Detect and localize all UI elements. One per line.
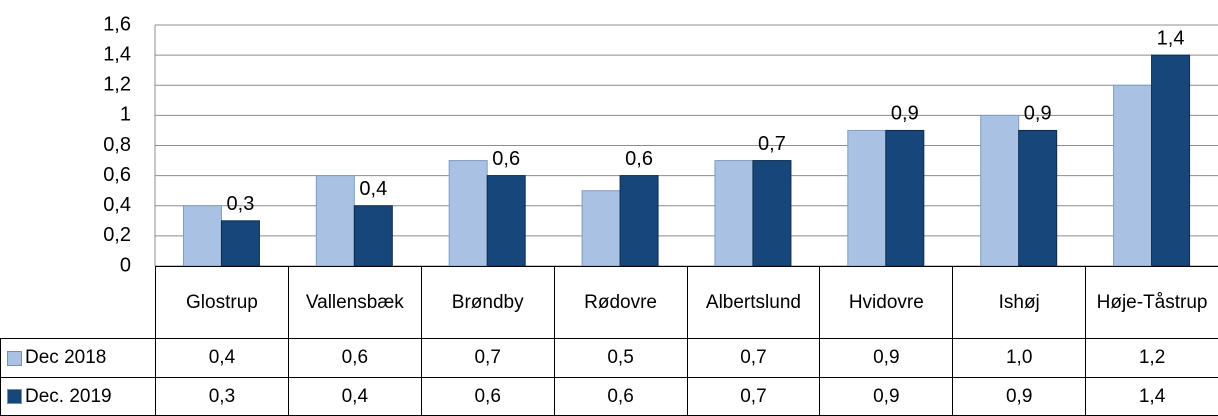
bar <box>714 160 754 267</box>
table-value: 0,7 <box>686 338 821 378</box>
y-tick-label: 0,6 <box>103 164 131 186</box>
x-tick-label: Albertslund <box>686 266 821 339</box>
table-value: 0,9 <box>819 377 954 416</box>
bar <box>752 160 792 267</box>
x-tick-label: Høje-Tåstrup <box>1085 266 1218 339</box>
y-tick-label: 0,4 <box>103 194 131 216</box>
table-value: 1,2 <box>1085 338 1218 378</box>
table-value: 0,9 <box>819 338 954 378</box>
table-value: 0,9 <box>952 377 1087 416</box>
table-value: 0,6 <box>553 377 688 416</box>
table-value: 0,5 <box>553 338 688 378</box>
data-label: 0,6 <box>625 148 653 170</box>
bar <box>619 175 659 267</box>
table-value: 0,7 <box>686 377 821 416</box>
bar <box>448 160 488 267</box>
bar <box>353 205 393 267</box>
x-tick-label: Glostrup <box>155 266 289 339</box>
data-label: 0,6 <box>492 148 520 170</box>
x-tick-label: Brøndby <box>420 266 555 339</box>
bar <box>486 175 526 267</box>
bar <box>1018 129 1058 267</box>
legend-entry: Dec 2018 <box>0 338 156 378</box>
table-value: 0,4 <box>155 338 289 378</box>
table-value: 0,6 <box>287 338 422 378</box>
bar <box>315 175 355 267</box>
data-label: 0,9 <box>1024 103 1052 125</box>
y-tick-label: 0,2 <box>103 224 131 246</box>
y-tick-label: 1,4 <box>103 43 131 65</box>
y-tick-label: 0,8 <box>103 134 131 156</box>
table-value: 1,0 <box>952 338 1087 378</box>
bar <box>1113 84 1153 267</box>
bar <box>182 205 222 267</box>
y-tick-label: 1,6 <box>103 13 131 35</box>
data-label: 1,4 <box>1157 27 1185 49</box>
table-value: 1,4 <box>1085 377 1218 416</box>
bar <box>581 190 621 267</box>
y-tick-label: 1 <box>120 104 131 126</box>
bar <box>885 129 925 267</box>
y-tick-label: 1,2 <box>103 74 131 96</box>
y-tick-label: 0 <box>120 254 131 276</box>
bar <box>220 220 260 267</box>
data-label: 0,4 <box>359 178 387 200</box>
bar <box>980 114 1020 267</box>
legend-entry: Dec. 2019 <box>0 377 156 416</box>
table-value: 0,6 <box>420 377 555 416</box>
legend-swatch <box>7 389 22 404</box>
data-label: 0,7 <box>758 133 786 155</box>
table-value: 0,3 <box>155 377 289 416</box>
x-tick-label: Ishøj <box>952 266 1087 339</box>
x-tick-label: Rødovre <box>553 266 688 339</box>
data-label: 0,9 <box>891 103 919 125</box>
legend-swatch <box>7 350 22 366</box>
data-label: 0,3 <box>227 193 255 215</box>
x-tick-label: Vallensbæk <box>287 266 422 339</box>
x-tick-label: Hvidovre <box>819 266 954 339</box>
bar <box>847 129 887 267</box>
table-value: 0,7 <box>420 338 555 378</box>
bar <box>1151 54 1191 267</box>
table-value: 0,4 <box>287 377 422 416</box>
